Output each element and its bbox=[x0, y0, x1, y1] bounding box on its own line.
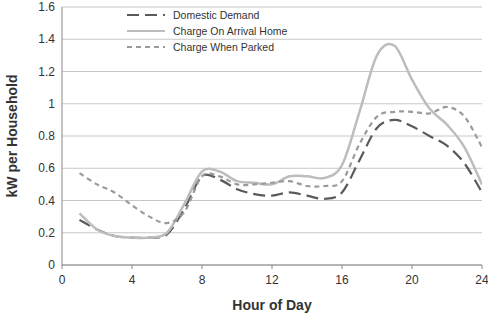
y-tick-label: 0 bbox=[48, 258, 55, 272]
y-tick-label: 1 bbox=[48, 97, 55, 111]
x-tick bbox=[412, 265, 413, 269]
x-axis bbox=[62, 265, 482, 266]
grid-line bbox=[62, 265, 482, 266]
chart: 0 0.2 0.4 0.6 0.8 1 1.2 1.4 1.6 0 4 8 12 16 20 24 Hour o… bbox=[0, 0, 488, 318]
x-tick-label: 12 bbox=[265, 273, 279, 287]
y-tick-label: 0.2 bbox=[38, 226, 55, 240]
y-tick-label: 0.6 bbox=[38, 161, 55, 175]
x-tick bbox=[482, 265, 483, 269]
y-tick-label: 1.6 bbox=[38, 0, 55, 14]
legend-swatch bbox=[127, 14, 165, 16]
x-tick-label: 4 bbox=[129, 273, 136, 287]
grid-line bbox=[62, 7, 482, 8]
grid-line bbox=[62, 200, 482, 201]
x-tick-label: 16 bbox=[335, 273, 349, 287]
x-tick bbox=[132, 265, 133, 269]
legend-swatch bbox=[127, 46, 165, 48]
legend-swatch bbox=[127, 30, 165, 32]
legend-label: Domestic Demand bbox=[173, 9, 260, 21]
series-line bbox=[80, 120, 483, 238]
y-axis-title: kW per Household bbox=[4, 75, 20, 198]
x-tick bbox=[342, 265, 343, 269]
grid-line bbox=[62, 71, 482, 72]
grid-line bbox=[62, 103, 482, 104]
y-tick-label: 0.8 bbox=[38, 129, 55, 143]
x-tick-label: 8 bbox=[199, 273, 206, 287]
series-line bbox=[80, 44, 483, 238]
x-axis-title: Hour of Day bbox=[232, 297, 312, 313]
y-tick-label: 1.4 bbox=[38, 32, 55, 46]
x-tick bbox=[272, 265, 273, 269]
series-group bbox=[80, 44, 483, 238]
x-tick-label: 20 bbox=[405, 273, 419, 287]
legend-label: Charge When Parked bbox=[173, 41, 274, 53]
y-tick-label: 1.2 bbox=[38, 65, 55, 79]
grid-line bbox=[62, 168, 482, 169]
x-tick-label: 0 bbox=[59, 273, 66, 287]
y-axis bbox=[62, 7, 63, 265]
x-tick bbox=[202, 265, 203, 269]
grid-line bbox=[62, 39, 482, 40]
grid-line bbox=[62, 136, 482, 137]
x-tick bbox=[62, 265, 63, 269]
series-line bbox=[80, 107, 483, 223]
grid-line bbox=[62, 232, 482, 233]
x-tick-label: 24 bbox=[475, 273, 488, 287]
y-tick-label: 0.4 bbox=[38, 194, 55, 208]
legend-label: Charge On Arrival Home bbox=[173, 25, 288, 37]
